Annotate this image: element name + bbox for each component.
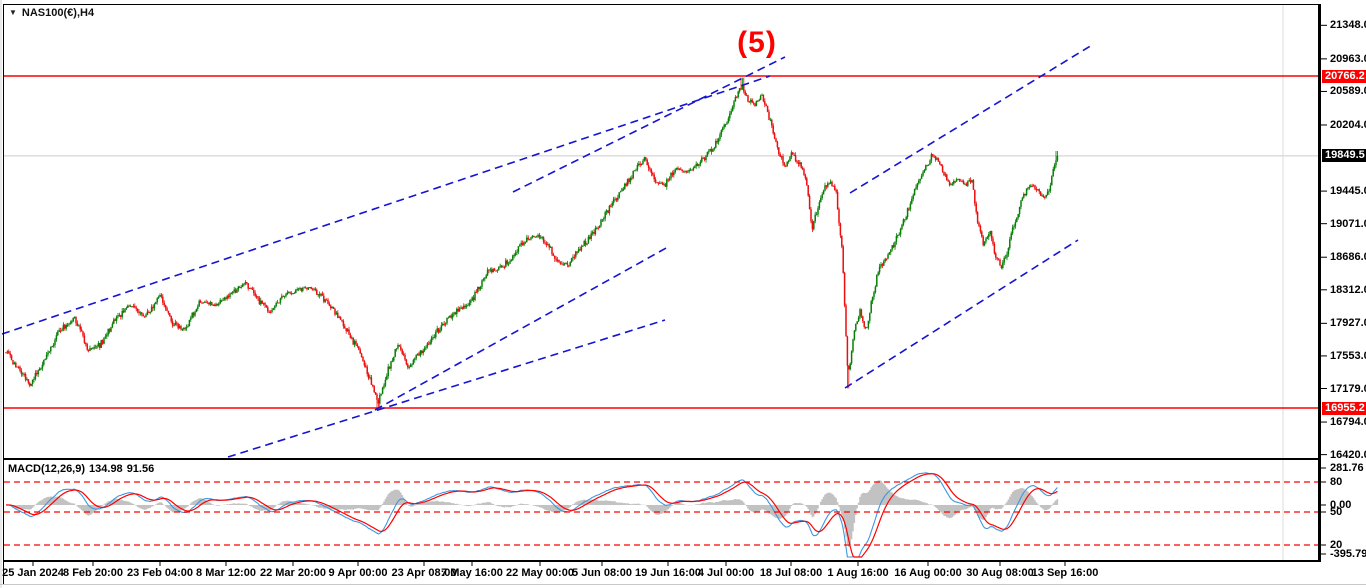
macd-axis-label: 80	[1330, 476, 1343, 488]
macd-axis-label: 281.76	[1330, 462, 1364, 474]
time-axis-label: 7 May 16:00	[441, 567, 503, 579]
macd-axis-label: 20	[1330, 539, 1343, 551]
time-axis-label: 19 Jun 16:00	[634, 567, 702, 579]
price-badge-16955.2: 16955.2	[1322, 401, 1366, 415]
trendline-3[interactable]	[374, 246, 669, 411]
price-axis-label: 16794.0	[1330, 416, 1366, 429]
macd-axis-label: 50	[1330, 506, 1343, 518]
wave-5-annotation[interactable]: (5)	[737, 26, 777, 59]
macd-series	[5, 472, 1059, 558]
trendline-1[interactable]	[1, 75, 771, 335]
window-bottom-edge	[0, 584, 1366, 585]
symbol-dropdown-icon[interactable]: ▼	[9, 8, 17, 17]
time-axis-label: 16 Aug 00:00	[894, 567, 962, 579]
time-axis-label: 30 Aug 08:00	[966, 567, 1034, 579]
macd-signal-line	[6, 473, 1058, 558]
time-axis-label: 25 Jan 2024	[2, 567, 64, 579]
time-axis-label: 13 Sep 16:00	[1031, 567, 1099, 579]
chart-top-border	[3, 4, 1321, 5]
macd-indicator-label: MACD(12,26,9) 134.98 91.56	[8, 463, 158, 475]
time-axis-label: 4 Jul 00:00	[697, 567, 755, 579]
chart-symbol-title: ▼ NAS100(€),H4	[9, 7, 94, 19]
price-axis-label: 17179.0	[1330, 382, 1366, 395]
time-axis-separator	[3, 560, 1321, 562]
price-axis-label: 17927.0	[1330, 317, 1366, 330]
macd-axis-label: -395.79	[1330, 548, 1366, 560]
trendline-2[interactable]	[512, 56, 786, 193]
price-axis-label: 20589.0	[1330, 85, 1366, 98]
price-axis-separator	[1318, 4, 1321, 562]
price-axis-label: 19445.0	[1330, 185, 1366, 198]
price-axis-label: 16420.0	[1330, 448, 1366, 461]
window-left-edge	[0, 0, 2, 588]
trendline-4[interactable]	[227, 319, 666, 458]
macd-main-line	[5, 472, 1058, 558]
symbol-title-text: NAS100(€),H4	[21, 7, 95, 19]
chart-left-border	[3, 4, 4, 584]
macd-signal-value: 91.56	[126, 463, 155, 475]
macd-name: MACD(12,26,9)	[8, 463, 86, 475]
price-badge-19849.5: 19849.5	[1322, 149, 1366, 163]
time-axis-label: 8 Feb 20:00	[63, 567, 123, 579]
price-axis-label: 20204.0	[1330, 118, 1366, 131]
price-axis-label: 18686.0	[1330, 251, 1366, 264]
price-axis-label: 18312.0	[1330, 283, 1366, 296]
time-axis-label: 23 Apr 08:00	[391, 567, 457, 579]
price-axis-label: 20963.0	[1330, 52, 1366, 65]
macd-axis-label: 0.00	[1330, 499, 1352, 511]
time-axis-label: 23 Feb 04:00	[126, 567, 194, 579]
trendline-5[interactable]	[849, 44, 1093, 194]
trendline-6[interactable]	[844, 239, 1079, 389]
time-axis-label: 18 Jul 08:00	[759, 567, 823, 579]
price-badge-20766.2: 20766.2	[1322, 69, 1366, 83]
macd-main-value: 134.98	[89, 463, 123, 475]
price-axis-label: 21348.0	[1330, 19, 1366, 32]
time-axis-label: 8 Mar 12:00	[196, 567, 256, 579]
time-axis-label: 9 Apr 00:00	[328, 567, 388, 579]
time-axis-label: 22 May 00:00	[506, 567, 574, 579]
time-axis-label: 5 Jun 08:00	[572, 567, 632, 579]
macd-panel-separator	[3, 458, 1321, 460]
price-axis-label: 19071.0	[1330, 217, 1366, 230]
price-axis-label: 17553.0	[1330, 349, 1366, 362]
time-axis-label: 1 Aug 16:00	[827, 567, 889, 579]
time-axis-label: 22 Mar 20:00	[259, 567, 327, 579]
candlestick-series	[5, 77, 1059, 409]
